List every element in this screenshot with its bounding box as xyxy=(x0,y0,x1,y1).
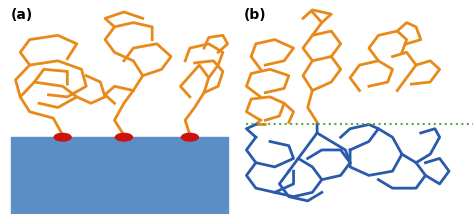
Text: (b): (b) xyxy=(244,8,267,22)
Bar xyxy=(11,137,228,214)
Circle shape xyxy=(116,133,132,141)
Circle shape xyxy=(54,133,71,141)
Text: (a): (a) xyxy=(11,8,33,22)
Circle shape xyxy=(182,133,198,141)
